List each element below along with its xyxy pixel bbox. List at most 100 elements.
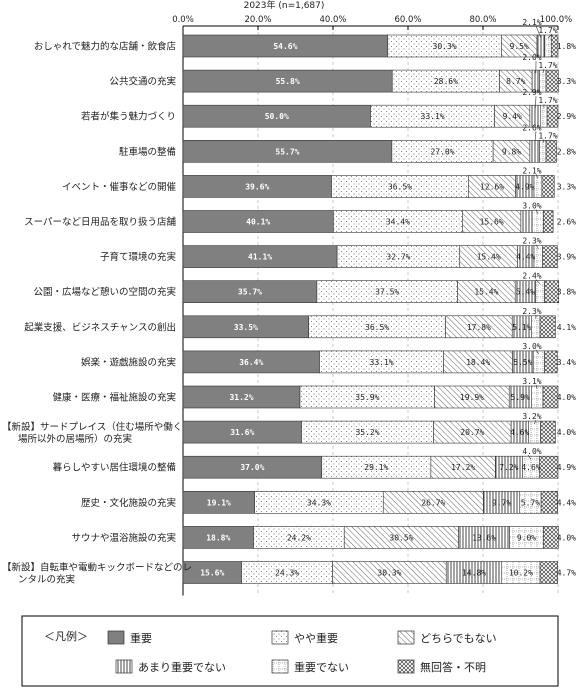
data-label: 17.2% (451, 463, 475, 472)
data-label: 3.3% (557, 77, 576, 86)
data-label: 13.6% (472, 533, 496, 542)
data-label: 37.0% (240, 463, 264, 472)
data-label: 1.7% (538, 61, 557, 70)
legend-swatch (107, 630, 125, 645)
data-label: 4.0% (557, 428, 576, 437)
data-label: 12.6% (480, 182, 504, 191)
data-label: 2.6% (557, 218, 576, 227)
category-label: 子育て環境の充実 (100, 251, 177, 263)
category-label: ンタルの充実 (18, 574, 76, 586)
category-label: 若者が集う魅力づくり (81, 111, 176, 123)
legend-box (21, 615, 559, 687)
data-label: 34.3% (307, 498, 331, 507)
bar-segment (532, 350, 545, 374)
legend-swatch (397, 659, 415, 674)
data-label: 35.7% (238, 288, 262, 297)
bar-segment (539, 561, 558, 584)
data-label: 15.6% (480, 218, 504, 227)
bar-segment (541, 175, 555, 198)
data-label: 24.3% (275, 569, 299, 578)
bar-segment (543, 210, 554, 233)
category-label: 暮らしやすい居住環境の整備 (53, 462, 176, 474)
data-label: 3.0% (522, 202, 541, 211)
bar-segment (546, 104, 559, 128)
data-label: 9.8% (502, 147, 521, 156)
legend-label: 重要でない (294, 660, 349, 674)
leader-line (535, 174, 539, 179)
category-label: 歴史・文化施設の充実 (81, 497, 177, 509)
legend-swatch (271, 659, 289, 674)
x-tick-label: 20.0% (244, 15, 271, 25)
legend-label: 無回答・不明 (420, 660, 486, 674)
x-tick-label: 60.0% (394, 15, 421, 25)
leader-line (535, 25, 542, 39)
bar-segment (539, 140, 547, 163)
bar-segment (528, 420, 541, 444)
data-label: 8.7% (506, 77, 525, 86)
category-label: 公園・広場など憩いの空間の充実 (33, 286, 176, 298)
data-label: 1.8% (557, 42, 576, 51)
data-label: 4.0% (557, 533, 576, 542)
data-label: 2.0% (522, 53, 541, 62)
data-label: 36.5% (388, 182, 412, 191)
data-label: 31.2% (229, 393, 253, 402)
bar-segment (531, 315, 541, 339)
data-label: 5.5% (513, 358, 532, 367)
bar-segment (540, 490, 558, 514)
data-label: 9.5% (510, 42, 529, 51)
bar-segment (540, 104, 548, 128)
legend-label: あまり重要でない (138, 660, 226, 674)
data-label: 33.1% (370, 358, 394, 367)
data-label: 55.7% (275, 147, 299, 156)
data-label: 33.1% (421, 112, 445, 121)
category-label: 駐車場の整備 (119, 146, 176, 158)
data-label: 2.3% (522, 237, 541, 246)
data-label: 5.1% (512, 323, 531, 332)
legend-label: 重要 (130, 631, 152, 645)
leader-line (535, 209, 539, 214)
legend-swatch (271, 630, 289, 645)
bar-segment (539, 455, 559, 479)
x-tick-label: 80.0% (469, 15, 496, 25)
data-label: 35.9% (355, 393, 379, 402)
data-label: 9.4% (503, 112, 522, 121)
bar-segment (544, 350, 558, 374)
bar-segment (529, 140, 540, 163)
data-label: 54.6% (273, 42, 297, 51)
data-label: 34.4% (386, 218, 410, 227)
data-label: 30.5% (389, 533, 413, 542)
x-tick-label: 40.0% (319, 15, 346, 25)
data-label: 4.7% (557, 569, 576, 578)
data-label: 55.8% (276, 77, 300, 86)
data-label: 15.4% (477, 253, 501, 262)
bar-segment (542, 245, 558, 268)
bar-segment (544, 34, 552, 58)
data-label: 27.0% (430, 147, 454, 156)
data-label: 33.5% (234, 323, 258, 332)
category-label: 公共交通の充実 (109, 76, 176, 88)
category-label: おしゃれで魅力的な店舗・飲食店 (34, 41, 176, 53)
data-label: 19.9% (460, 393, 484, 402)
data-label: 32.7% (386, 253, 410, 262)
legend-swatch (115, 659, 133, 674)
data-label: 2.1% (522, 166, 541, 175)
data-label: 20.7% (460, 428, 484, 437)
data-label: 4.4% (516, 253, 535, 262)
data-label: 2.1% (522, 18, 541, 27)
data-label: 15.4% (474, 288, 498, 297)
data-label: 3.8% (557, 288, 576, 297)
data-label: 2.8% (557, 147, 576, 156)
data-label: 1.7% (538, 96, 557, 105)
category-label: 起業支援、ビジネスチャンスの創出 (24, 321, 176, 333)
bar-segment (545, 140, 557, 163)
leader-line (542, 69, 545, 74)
data-label: 39.6% (245, 182, 269, 191)
category-label: イベント・催事などの開催 (62, 181, 177, 193)
data-label: 29.1% (364, 463, 388, 472)
bar-segment (540, 420, 556, 444)
data-label: 37.5% (375, 288, 399, 297)
category-label: 【新設】自転車や電動キックボードなどのレ (2, 562, 192, 574)
data-label: 19.1% (207, 498, 231, 507)
leader-line (535, 384, 538, 390)
bar-segment (531, 210, 544, 233)
